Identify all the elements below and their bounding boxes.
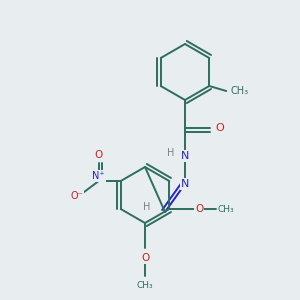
Text: O: O [195,204,203,214]
Text: H: H [143,202,151,212]
Text: O: O [141,253,149,263]
Text: O⁻: O⁻ [70,191,83,201]
Text: H: H [167,148,175,158]
Text: CH₃: CH₃ [218,205,235,214]
Text: N: N [181,151,189,161]
Text: O: O [94,150,103,160]
Text: O: O [216,123,224,133]
Text: N: N [181,179,189,189]
Text: CH₃: CH₃ [137,281,153,290]
Text: N⁺: N⁺ [92,171,105,181]
Text: CH₃: CH₃ [230,86,248,96]
